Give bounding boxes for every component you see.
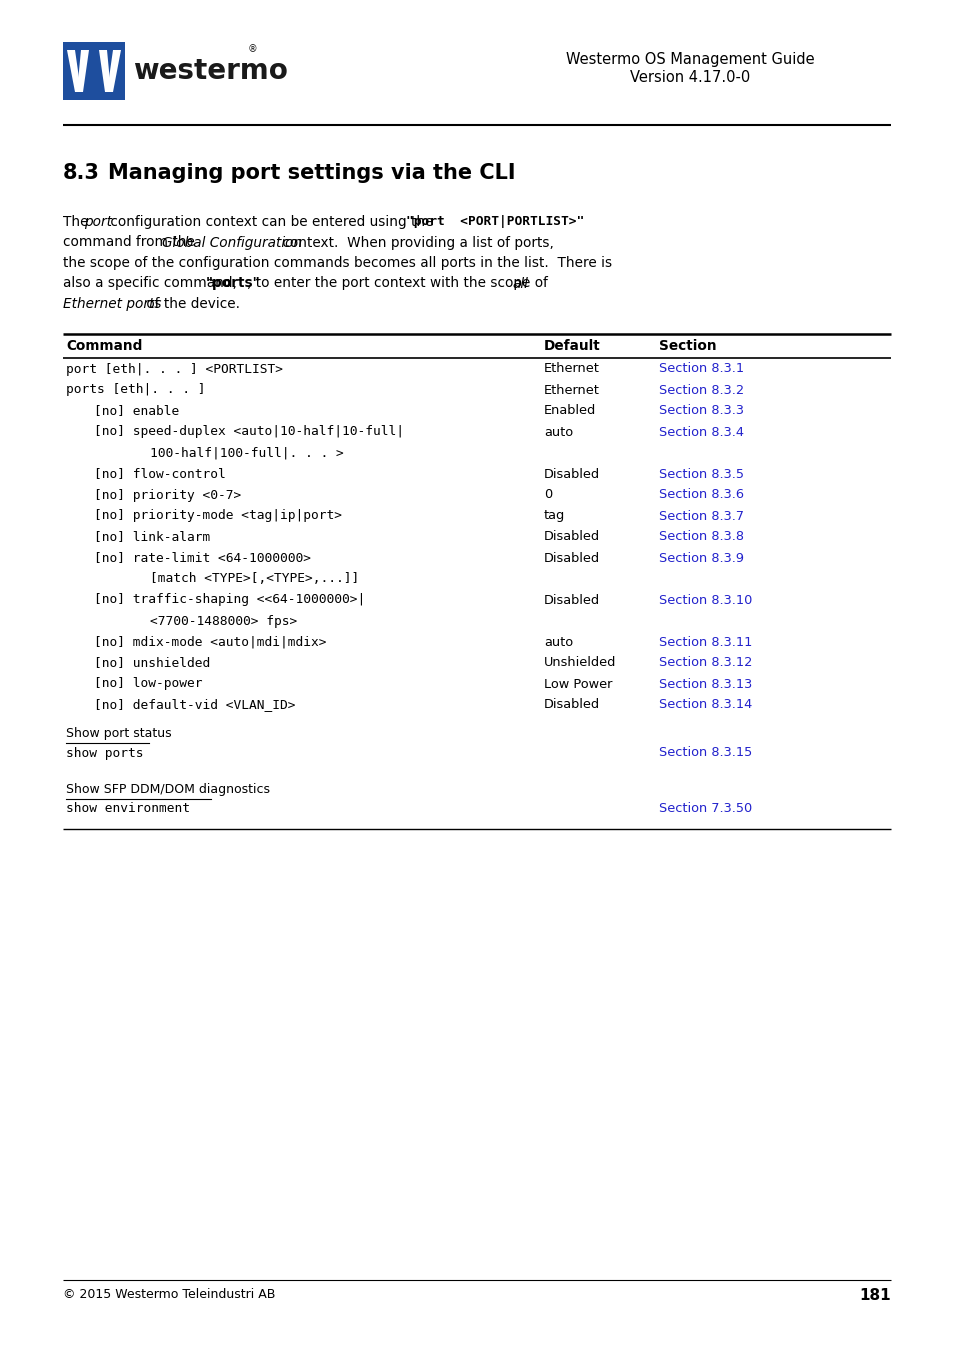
Text: [no] flow-control: [no] flow-control [94, 467, 226, 481]
Text: show environment: show environment [66, 802, 190, 815]
Text: Section 8.3.9: Section 8.3.9 [659, 552, 743, 564]
Text: Ethernet: Ethernet [543, 363, 599, 375]
Text: 100-half|100-full|. . . >: 100-half|100-full|. . . > [150, 447, 343, 459]
Text: Section 8.3.5: Section 8.3.5 [659, 467, 743, 481]
Text: Section 8.3.15: Section 8.3.15 [659, 747, 752, 760]
Text: [no] speed-duplex <auto|10-half|10-full|: [no] speed-duplex <auto|10-half|10-full| [94, 425, 403, 439]
Text: Command: Command [66, 339, 142, 352]
Text: show ports: show ports [66, 747, 143, 760]
Text: port [eth|. . . ] <PORTLIST>: port [eth|. . . ] <PORTLIST> [66, 363, 283, 375]
Text: Show port status: Show port status [66, 728, 172, 741]
Text: configuration context can be entered using the: configuration context can be entered usi… [106, 215, 437, 230]
Text: Section 8.3.14: Section 8.3.14 [659, 698, 752, 711]
Text: 181: 181 [859, 1288, 890, 1303]
Text: Disabled: Disabled [543, 698, 599, 711]
Text: The: The [63, 215, 92, 230]
Text: [no] enable: [no] enable [94, 405, 179, 417]
Text: Unshielded: Unshielded [543, 656, 616, 670]
Text: [no] link-alarm: [no] link-alarm [94, 531, 210, 544]
Text: [no] default-vid <VLAN_ID>: [no] default-vid <VLAN_ID> [94, 698, 295, 711]
Text: <7700-1488000> fps>: <7700-1488000> fps> [150, 614, 297, 628]
Text: also a specific command,: also a specific command, [63, 277, 241, 290]
Text: ®: ® [248, 45, 257, 54]
Text: command from the: command from the [63, 235, 199, 250]
Text: Version 4.17.0-0: Version 4.17.0-0 [629, 70, 749, 85]
Text: Ethernet: Ethernet [543, 383, 599, 397]
Text: [no] unshielded: [no] unshielded [94, 656, 210, 670]
Text: ports [eth|. . . ]: ports [eth|. . . ] [66, 383, 205, 397]
Text: Disabled: Disabled [543, 467, 599, 481]
Bar [63, 42, 125, 100]
Text: Ethernet ports: Ethernet ports [63, 297, 161, 310]
Text: "port  <PORT|PORTLIST>": "port <PORT|PORTLIST>" [406, 215, 583, 228]
Text: © 2015 Westermo Teleindustri AB: © 2015 Westermo Teleindustri AB [63, 1288, 275, 1301]
Text: tag: tag [543, 509, 565, 522]
Text: port: port [84, 215, 112, 230]
Text: Section 8.3.12: Section 8.3.12 [659, 656, 752, 670]
Text: Section 8.3.4: Section 8.3.4 [659, 425, 743, 439]
Polygon shape [107, 50, 121, 92]
Text: Managing port settings via the CLI: Managing port settings via the CLI [108, 163, 515, 184]
Text: Section 8.3.8: Section 8.3.8 [659, 531, 743, 544]
Text: Section 8.3.2: Section 8.3.2 [659, 383, 743, 397]
Text: Global Configuration: Global Configuration [162, 235, 302, 250]
Text: Westermo OS Management Guide: Westermo OS Management Guide [565, 53, 814, 68]
Text: [match <TYPE>[,<TYPE>,...]]: [match <TYPE>[,<TYPE>,...]] [150, 572, 359, 586]
Text: Section 8.3.11: Section 8.3.11 [659, 636, 752, 648]
Text: the scope of the configuration commands becomes all ports in the list.  There is: the scope of the configuration commands … [63, 256, 612, 270]
Text: [no] mdix-mode <auto|mdi|mdix>: [no] mdix-mode <auto|mdi|mdix> [94, 636, 326, 648]
Text: [no] low-power: [no] low-power [94, 678, 202, 690]
Text: Disabled: Disabled [543, 531, 599, 544]
Text: westermo: westermo [132, 57, 288, 85]
Text: "ports": "ports" [206, 277, 260, 290]
Text: Section 8.3.6: Section 8.3.6 [659, 489, 743, 501]
Text: all: all [512, 277, 527, 290]
Polygon shape [67, 50, 81, 92]
Text: Enabled: Enabled [543, 405, 596, 417]
Text: Section 8.3.7: Section 8.3.7 [659, 509, 743, 522]
Text: , to enter the port context with the scope of: , to enter the port context with the sco… [247, 277, 552, 290]
Text: context.  When providing a list of ports,: context. When providing a list of ports, [277, 235, 554, 250]
Text: Section 7.3.50: Section 7.3.50 [659, 802, 752, 815]
Text: auto: auto [543, 425, 573, 439]
Text: Show SFP DDM/DOM diagnostics: Show SFP DDM/DOM diagnostics [66, 783, 270, 796]
Text: Section 8.3.1: Section 8.3.1 [659, 363, 743, 375]
Text: 8.3: 8.3 [63, 163, 100, 184]
Text: Section 8.3.10: Section 8.3.10 [659, 594, 752, 606]
Text: [no] rate-limit <64-1000000>: [no] rate-limit <64-1000000> [94, 552, 311, 564]
Text: Section 8.3.13: Section 8.3.13 [659, 678, 752, 690]
Text: Section: Section [659, 339, 716, 352]
Text: Default: Default [543, 339, 600, 352]
Text: Low Power: Low Power [543, 678, 612, 690]
Text: auto: auto [543, 636, 573, 648]
Text: Disabled: Disabled [543, 552, 599, 564]
Polygon shape [99, 50, 111, 92]
Text: of the device.: of the device. [142, 297, 240, 310]
Text: Section 8.3.3: Section 8.3.3 [659, 405, 743, 417]
Text: [no] traffic-shaping <<64-1000000>|: [no] traffic-shaping <<64-1000000>| [94, 594, 365, 606]
Text: 0: 0 [543, 489, 552, 501]
Polygon shape [77, 50, 89, 92]
Text: [no] priority <0-7>: [no] priority <0-7> [94, 489, 241, 501]
Text: Disabled: Disabled [543, 594, 599, 606]
Text: [no] priority-mode <tag|ip|port>: [no] priority-mode <tag|ip|port> [94, 509, 341, 522]
